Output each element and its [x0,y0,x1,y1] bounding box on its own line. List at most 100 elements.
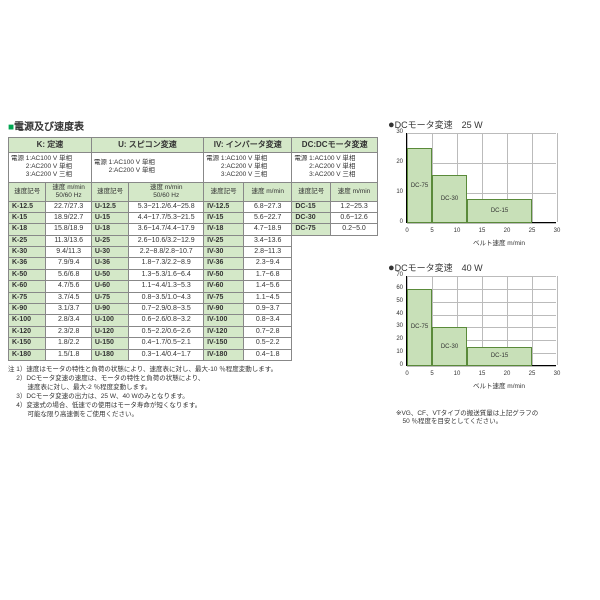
table-cell: K-30 [9,247,46,258]
table-cell: IV-150 [204,338,244,349]
table-cell: 6.8~27.3 [244,201,292,212]
table-cell: 2.8~11.3 [244,247,292,258]
table-cell: IV-180 [204,349,244,360]
table-cell: 1.4~5.6 [244,281,292,292]
table-row: K-1002.8/3.4U-1000.6~2.6/0.8~3.2IV-1000.… [9,315,378,326]
table-row: K-753.7/4.5U-750.8~3.5/1.0~4.3IV-751.1~4… [9,292,378,303]
table-cell: 0.5~2.2/0.6~2.6 [129,326,204,337]
table-cell: U-36 [91,258,128,269]
chart-step: DC-75 [407,289,432,366]
table-cell: K-18 [9,224,46,235]
table-cell: 0.2~5.0 [331,224,378,235]
table-cell: 3.1/3.7 [46,304,91,315]
chart-area: 0510152025300102030DC-75DC-30DC-15 [406,133,556,223]
group-header: U: スピコン変速 [91,138,203,153]
table-cell: IV-50 [204,269,244,280]
table-cell: IV-60 [204,281,244,292]
table-row: K-604.7/5.6U-601.1~4.4/1.3~5.3IV-601.4~5… [9,281,378,292]
table-cell: 22.7/27.3 [46,201,91,212]
table-cell: 0.5~2.2 [244,338,292,349]
col-header: 速度記号 [9,182,46,201]
table-cell: 1.3~5.3/1.6~6.4 [129,269,204,280]
table-cell: U-25 [91,235,128,246]
table-cell: 2.8/3.4 [46,315,91,326]
table-cell: K-75 [9,292,46,303]
table-cell: 2.2~8.8/2.8~10.7 [129,247,204,258]
table-cell: 1.8/2.2 [46,338,91,349]
power-spec: 電源 1:AC100 V 単相 2:AC200 V 単相 [91,152,203,182]
table-row: K-12.522.7/27.3U-12.55.3~21.2/6.4~25.8IV… [9,201,378,212]
table-cell: U-150 [91,338,128,349]
table-cell: U-100 [91,315,128,326]
table-cell: 5.6~22.7 [244,212,292,223]
chart-step: DC-30 [432,175,467,223]
table-cell: 15.8/18.9 [46,224,91,235]
table-cell: K-180 [9,349,46,360]
table-cell: 0.3~1.4/0.4~1.7 [129,349,204,360]
table-cell: K-36 [9,258,46,269]
table-cell: IV-90 [204,304,244,315]
table-row: K-309.4/11.3U-302.2~8.8/2.8~10.7IV-302.8… [9,247,378,258]
power-spec: 電源 1:AC100 V 単相 2:AC200 V 単相 3:AC200 V 三… [204,152,292,182]
table-row: K-505.6/6.8U-501.3~5.3/1.6~6.4IV-501.7~6… [9,269,378,280]
table-cell: 4.7/5.6 [46,281,91,292]
table-cell: 5.3~21.2/6.4~25.8 [129,201,204,212]
table-cell: IV-15 [204,212,244,223]
speed-table: K: 定速U: スピコン変速IV: インバータ変速DC:DCモータ変速電源 1:… [8,137,378,361]
chart-block: ●DCモータ変速 25 W 0510152025300102030DC-75DC… [388,118,592,247]
col-header: 速度記号 [292,182,331,201]
chart-step: DC-15 [467,199,532,223]
table-cell: 1.7~6.8 [244,269,292,280]
table-cell: IV-100 [204,315,244,326]
table-cell: 0.9~3.7 [244,304,292,315]
col-header: 速度記号 [204,182,244,201]
chart-note: ※VG、CF、VTタイプの搬送質量は上記グラフの 50 ％程度を目安としてくださ… [396,410,592,427]
table-cell: U-30 [91,247,128,258]
table-cell: 9.4/11.3 [46,247,91,258]
table-cell: 0.7~2.9/0.8~3.5 [129,304,204,315]
table-row: K-1815.8/18.9U-183.6~14.7/4.4~17.9IV-184… [9,224,378,235]
table-cell: 1.1~4.5 [244,292,292,303]
table-cell: U-75 [91,292,128,303]
table-cell: U-180 [91,349,128,360]
chart-area: 051015202530010203040506070DC-75DC-30DC-… [406,276,556,366]
table-cell: 3.6~14.7/4.4~17.9 [129,224,204,235]
power-spec: 電源 1:AC100 V 単相 2:AC200 V 単相 3:AC200 V 三… [9,152,92,182]
col-header: 速度記号 [91,182,128,201]
table-cell: DC-30 [292,212,331,223]
table-cell: 2.3/2.8 [46,326,91,337]
table-cell: U-12.5 [91,201,128,212]
table-cell: 0.8~3.4 [244,315,292,326]
table-cell: 4.7~18.9 [244,224,292,235]
group-header: DC:DCモータ変速 [292,138,378,153]
table-cell: 11.3/13.6 [46,235,91,246]
table-row: K-1801.5/1.8U-1800.3~1.4/0.4~1.7IV-1800.… [9,349,378,360]
section-title: ■電源及び速度表 [8,118,378,133]
table-notes: 注 1）速度はモータの特性と負荷の状態により、速度表に対し、最大-10 ％程度変… [8,365,378,420]
table-row: K-2511.3/13.6U-252.6~10.6/3.2~12.9IV-253… [9,235,378,246]
table-cell: 3.4~13.6 [244,235,292,246]
table-cell: 1.1~4.4/1.3~5.3 [129,281,204,292]
table-cell: 2.6~10.6/3.2~12.9 [129,235,204,246]
table-cell: K-60 [9,281,46,292]
table-cell: K-150 [9,338,46,349]
table-cell: K-15 [9,212,46,223]
table-cell: U-50 [91,269,128,280]
group-header: IV: インバータ変速 [204,138,292,153]
table-cell: 18.9/22.7 [46,212,91,223]
table-cell: K-12.5 [9,201,46,212]
chart-step: DC-30 [432,327,467,366]
x-axis-label: ベルト速度 m/min [406,380,592,390]
power-spec: 電源 1:AC100 V 単相 2:AC200 V 単相 3:AC200 V 三… [292,152,378,182]
table-cell: 7.9/9.4 [46,258,91,269]
table-row: K-1501.8/2.2U-1500.4~1.7/0.5~2.1IV-1500.… [9,338,378,349]
table-cell: K-100 [9,315,46,326]
table-cell: 1.5/1.8 [46,349,91,360]
group-header: K: 定速 [9,138,92,153]
table-cell: U-18 [91,224,128,235]
table-cell: 0.6~2.6/0.8~3.2 [129,315,204,326]
table-cell: U-90 [91,304,128,315]
table-cell: 2.3~9.4 [244,258,292,269]
col-header: 速度 m/min50/60 Hz [46,182,91,201]
table-cell: 0.6~12.6 [331,212,378,223]
